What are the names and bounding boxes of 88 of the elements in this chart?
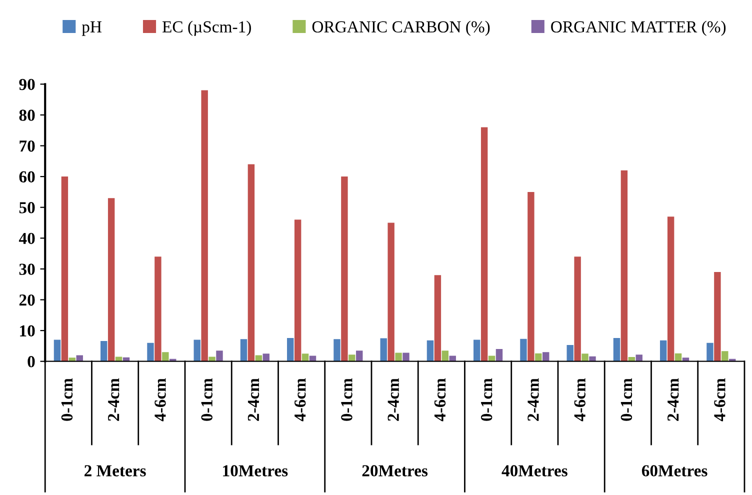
- x-tick-label: 4-6cm: [574, 378, 586, 422]
- x-tick-label: 2-4cm: [108, 378, 120, 421]
- bar: [248, 164, 255, 362]
- bar: [108, 198, 115, 362]
- bar: [262, 354, 270, 362]
- bar: [474, 340, 480, 362]
- bar: [388, 222, 394, 362]
- bar: [76, 355, 83, 362]
- x-tick-label: 0-1cm: [341, 378, 352, 421]
- bar: [582, 354, 588, 362]
- bar: [68, 358, 76, 362]
- bar: [334, 339, 340, 362]
- bar: [722, 351, 728, 362]
- bar: [496, 349, 503, 362]
- y-tick-label: 90: [19, 78, 35, 90]
- text: 2 Meters: [84, 465, 146, 476]
- x-tick-label: 2-4cm: [668, 378, 679, 421]
- y-tick-label: 20: [19, 294, 35, 306]
- legend-label: ORGANIC MATTER (%): [551, 20, 726, 36]
- bar: [100, 341, 108, 362]
- legend-label: EC (µScm-1): [162, 20, 251, 36]
- bar: [613, 338, 620, 362]
- legend-label: pH: [82, 21, 102, 36]
- bar: [294, 220, 302, 362]
- bar: [395, 352, 402, 362]
- bar: [442, 350, 449, 362]
- text: 10Metres: [223, 465, 288, 476]
- bar: [287, 338, 294, 362]
- y-tick-label: 0: [28, 356, 35, 368]
- bar: [528, 192, 534, 362]
- bar: [356, 350, 363, 362]
- y-tick-label: 50: [19, 202, 35, 214]
- bar: [682, 358, 690, 362]
- bar: [434, 275, 442, 362]
- y-tick-label: 40: [18, 232, 35, 244]
- bar: [147, 342, 154, 362]
- bar: [674, 353, 682, 362]
- bar: [115, 356, 122, 362]
- bar: [636, 354, 642, 362]
- bar: [660, 340, 667, 362]
- x-tick-label: 0-1cm: [61, 378, 73, 421]
- bar: [706, 342, 714, 362]
- x-tick-label: 2-4cm: [388, 378, 399, 421]
- y-tick-label: 70: [20, 140, 35, 152]
- bar: [480, 127, 488, 362]
- bar: [667, 216, 674, 362]
- bar: [154, 256, 162, 362]
- bar: [402, 352, 410, 362]
- bar: [341, 176, 348, 362]
- y-tick-label: 80: [19, 110, 35, 121]
- x-tick-label: 0-1cm: [201, 378, 212, 421]
- bar: [535, 353, 542, 362]
- x-tick-label: 2-4cm: [248, 378, 260, 421]
- x-tick-label: 4-6cm: [154, 378, 166, 422]
- bar: [348, 354, 356, 362]
- x-tick-label: 0-1cm: [480, 378, 492, 421]
- text: 40Metres: [502, 465, 568, 476]
- bar: [255, 355, 262, 362]
- bar: [574, 256, 581, 362]
- bar: [380, 338, 387, 362]
- bar: [589, 356, 596, 362]
- bar: [520, 338, 527, 362]
- x-tick-label: 4-6cm: [714, 378, 726, 422]
- bar: [54, 340, 61, 362]
- legend-label: ORGANIC CARBON (%): [312, 20, 490, 36]
- y-tick-label: 60: [19, 171, 35, 182]
- bar: [216, 350, 223, 362]
- bar: [240, 339, 248, 362]
- bar: [628, 357, 636, 362]
- x-tick-label: 4-6cm: [434, 378, 446, 422]
- y-tick-label: 30: [19, 264, 35, 275]
- y-tick-label: 10: [20, 325, 35, 336]
- bar: [302, 354, 309, 362]
- bar: [566, 345, 574, 362]
- x-tick-label: 0-1cm: [620, 378, 632, 421]
- text: 60Metres: [642, 465, 708, 476]
- bar: [208, 356, 216, 362]
- bar: [201, 90, 208, 362]
- bar: [714, 272, 721, 362]
- bar: [61, 176, 68, 362]
- bar: [620, 170, 628, 362]
- bar: [542, 352, 550, 362]
- text: 20Metres: [362, 465, 428, 476]
- x-tick-label: 4-6cm: [294, 378, 306, 422]
- bar: [426, 340, 434, 362]
- x-tick-label: 2-4cm: [528, 378, 539, 421]
- bar: [194, 340, 200, 362]
- bar: [162, 352, 169, 362]
